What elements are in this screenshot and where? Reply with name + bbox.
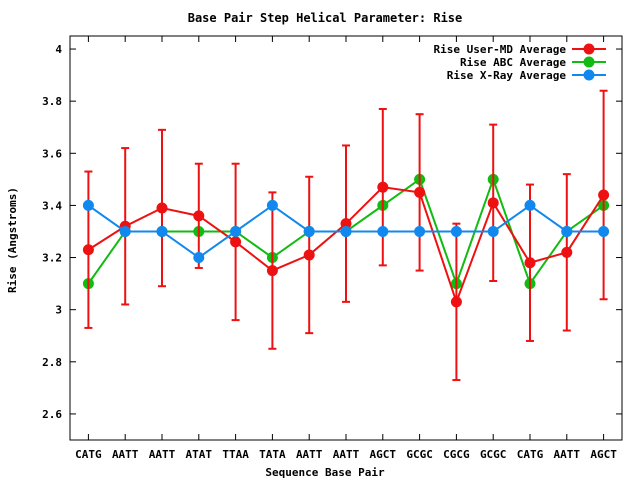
x-tick-label: TTAA xyxy=(222,448,249,461)
y-tick-label: 3.6 xyxy=(42,147,62,160)
x-tick-label: AATT xyxy=(333,448,360,461)
data-point xyxy=(156,202,168,214)
series-0 xyxy=(82,89,610,382)
data-point xyxy=(414,186,426,198)
data-point xyxy=(487,197,499,209)
plot-frame xyxy=(69,35,623,441)
x-tick-label: AATT xyxy=(296,448,323,461)
data-point xyxy=(598,189,610,201)
x-tick-label: AATT xyxy=(554,448,581,461)
x-tick-label: CATG xyxy=(517,448,544,461)
data-point xyxy=(119,225,131,237)
data-point xyxy=(561,225,573,237)
x-tick-label: AGCT xyxy=(590,448,617,461)
data-point xyxy=(377,225,389,237)
data-point xyxy=(598,225,610,237)
axis-ticks: 2.6 2.8 3 3.2 3.4 3.6 3.8 4 CATG AATT AATT ATAT TTAA… xyxy=(42,36,622,461)
x-tick-label: AGCT xyxy=(370,448,397,461)
y-tick-label: 3.2 xyxy=(42,252,62,265)
x-tick-label: CATG xyxy=(75,448,102,461)
data-point xyxy=(340,218,352,230)
series-layer xyxy=(82,89,610,382)
data-point xyxy=(450,296,462,308)
x-tick-label: GCGC xyxy=(480,448,507,461)
legend-label: Rise ABC Average xyxy=(460,56,566,69)
y-tick-label: 3.8 xyxy=(42,95,62,108)
data-point xyxy=(303,249,315,261)
data-point xyxy=(230,236,242,248)
x-tick-label: AATT xyxy=(112,448,139,461)
legend-label: Rise X-Ray Average xyxy=(447,69,567,82)
data-point xyxy=(524,199,536,211)
data-point xyxy=(230,225,242,237)
chart-title: Base Pair Step Helical Parameter: Rise xyxy=(188,11,463,25)
x-tick-label: ATAT xyxy=(186,448,213,461)
x-axis-label: Sequence Base Pair xyxy=(265,466,385,479)
data-point xyxy=(303,225,315,237)
legend-marker xyxy=(583,56,595,68)
x-tick-label: CGCG xyxy=(443,448,470,461)
data-point xyxy=(377,181,389,193)
y-tick-label: 2.6 xyxy=(42,408,62,421)
x-tick-label: AATT xyxy=(149,448,176,461)
data-point xyxy=(193,210,205,222)
legend-marker xyxy=(583,69,595,81)
data-point xyxy=(561,246,573,258)
legend-label: Rise User-MD Average xyxy=(434,43,567,56)
y-tick-label: 2.8 xyxy=(42,356,62,369)
x-tick-label: GCGC xyxy=(406,448,433,461)
data-point xyxy=(450,225,462,237)
data-point xyxy=(266,199,278,211)
series-2 xyxy=(82,199,610,264)
data-point xyxy=(266,265,278,277)
data-point xyxy=(340,225,352,237)
data-point xyxy=(156,225,168,237)
y-axis-label: Rise (Angstroms) xyxy=(6,187,19,293)
data-point xyxy=(487,225,499,237)
y-tick-label: 4 xyxy=(55,43,62,56)
data-point xyxy=(82,199,94,211)
y-tick-label: 3 xyxy=(55,304,62,317)
x-tick-label: TATA xyxy=(259,448,286,461)
data-point xyxy=(524,257,536,269)
data-point xyxy=(414,225,426,237)
data-point xyxy=(193,252,205,264)
y-tick-label: 3.4 xyxy=(42,199,62,212)
data-point xyxy=(82,244,94,256)
legend-marker xyxy=(583,43,595,55)
